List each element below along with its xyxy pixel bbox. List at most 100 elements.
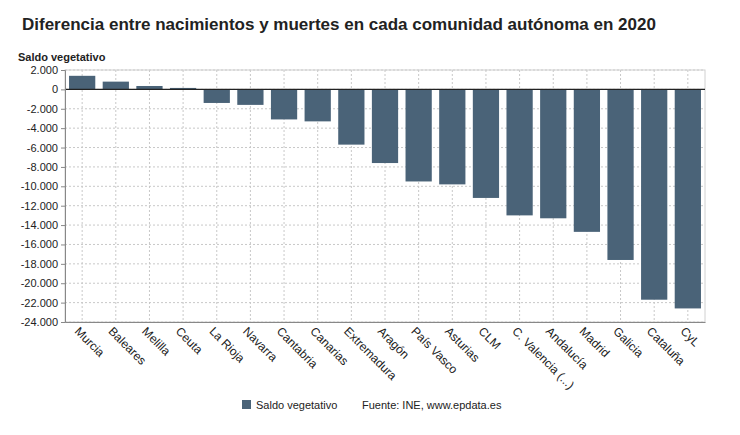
y-tick-label: -20.000 (21, 277, 58, 289)
y-tick-label: -22.000 (21, 297, 58, 309)
grid-line (65, 89, 705, 90)
bar (607, 89, 633, 260)
y-tick: -6.000 (27, 142, 65, 154)
x-tick-label: Madrid (577, 324, 613, 360)
x-tick: Ceuta (173, 322, 206, 357)
x-tick: Murcia (72, 322, 108, 360)
y-tick-mark (61, 70, 65, 71)
bar (675, 89, 701, 308)
bar (237, 89, 263, 105)
y-tick-mark (61, 264, 65, 265)
y-tick-mark (61, 167, 65, 168)
zero-line (65, 89, 705, 90)
x-tick: CLM (476, 322, 504, 352)
x-tick-label: Ceuta (173, 324, 206, 357)
y-tick: -2.000 (27, 103, 65, 115)
x-tick: Galicia (610, 322, 646, 360)
y-tick-mark (61, 303, 65, 304)
bar (204, 89, 230, 103)
x-tick-label: La Rioja (207, 324, 248, 365)
x-tick-label: Galicia (610, 324, 646, 360)
y-tick: 2.000 (30, 64, 65, 76)
x-tick-label: Murcia (72, 324, 108, 360)
grid-line-x (183, 70, 184, 322)
x-tick-label: Melilla (139, 324, 173, 358)
grid (65, 70, 705, 322)
bar (439, 89, 465, 184)
bar (305, 89, 331, 121)
y-tick-mark (61, 225, 65, 226)
y-tick-label: -24.000 (21, 316, 58, 328)
y-tick: -22.000 (21, 297, 65, 309)
bars (69, 76, 701, 309)
y-tick-label: -18.000 (21, 258, 58, 270)
legend-label: Saldo vegetativo (256, 399, 337, 411)
plot-frame (65, 70, 705, 322)
y-tick-label: 2.000 (30, 64, 58, 76)
bar (574, 89, 600, 231)
bar (103, 82, 129, 90)
bar (69, 76, 95, 90)
y-tick-mark (61, 186, 65, 187)
x-tick-label: Aragón (375, 324, 412, 361)
y-tick-label: -4.000 (27, 122, 58, 134)
bar (271, 89, 297, 119)
bar (506, 89, 532, 215)
y-axis-title: Saldo vegetativo (18, 51, 106, 63)
y-tick-label: 0 (52, 83, 58, 95)
y-axis: -24.000 -22.000 -20.000 -18.000 -16.000 -14.0… (21, 64, 66, 328)
y-tick: -8.000 (27, 161, 65, 173)
x-tick: Navarra (240, 322, 280, 365)
y-tick-mark (61, 148, 65, 149)
y-tick-mark (61, 128, 65, 129)
x-tick: Madrid (577, 322, 613, 360)
title: Diferencia entre nacimientos y muertes e… (22, 15, 656, 34)
grid-line-x (216, 70, 217, 322)
x-axis-line (66, 322, 706, 323)
y-tick-label: -10.000 (21, 180, 58, 192)
x-tick-label: CLM (476, 324, 504, 352)
bar (540, 89, 566, 218)
bar (338, 89, 364, 144)
y-tick: -20.000 (21, 277, 65, 289)
x-tick: Baleares (106, 322, 149, 368)
source: Fuente: INE, www.epdata.es (362, 399, 502, 411)
y-axis-line (61, 71, 66, 323)
bar (473, 89, 499, 198)
chart: Diferencia entre nacimientos y muertes e… (0, 0, 740, 435)
x-tick-label: CyL (678, 324, 703, 349)
x-tick: Asturias (442, 322, 483, 365)
x-tick-label: Navarra (240, 324, 280, 364)
y-tick: -4.000 (27, 122, 65, 134)
x-axis: MurciaBalearesMelillaCeutaLa RiojaNavarr… (66, 322, 706, 392)
bar (372, 89, 398, 163)
x-tick-label: C. Valencia (...) (509, 324, 577, 392)
y-tick-mark (61, 283, 65, 284)
y-tick: -10.000 (21, 180, 65, 192)
x-tick: La Rioja (207, 322, 248, 366)
grid-line-x (250, 70, 251, 322)
y-tick-label: -12.000 (21, 200, 58, 212)
y-tick-mark (61, 322, 65, 323)
y-tick-label: -16.000 (21, 238, 58, 250)
y-tick-label: -6.000 (27, 142, 58, 154)
y-tick-mark (61, 244, 65, 245)
legend-swatch (242, 400, 251, 409)
x-tick-label: Asturias (442, 324, 483, 365)
y-tick-label: -8.000 (27, 161, 58, 173)
x-tick: Melilla (139, 322, 173, 359)
grid-line-x (149, 70, 150, 322)
y-tick: 0 (52, 83, 65, 95)
y-tick-mark (61, 206, 65, 207)
y-tick: -18.000 (21, 258, 65, 270)
y-tick: -12.000 (21, 200, 65, 212)
x-tick: Canarias (307, 322, 351, 368)
y-tick: -14.000 (21, 219, 65, 231)
x-tick: CyL (678, 322, 703, 350)
y-tick: -16.000 (21, 238, 65, 250)
y-tick-mark (61, 89, 65, 90)
y-tick-label: -2.000 (27, 103, 58, 115)
grid-line-x (82, 70, 83, 322)
bar (641, 89, 667, 299)
legend: Saldo vegetativo (242, 399, 337, 411)
